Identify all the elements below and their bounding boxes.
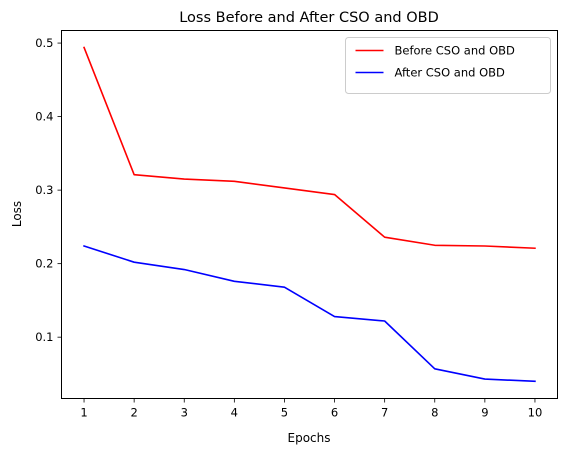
y-tick-label: 0.4 [35,110,53,124]
x-tick-label: 6 [331,406,338,420]
x-tick-label: 8 [431,406,438,420]
legend-label: Before CSO and OBD [395,44,516,58]
y-axis: 0.1 0.2 0.3 0.4 0.5 [35,36,62,344]
x-tick-label: 4 [231,406,238,420]
x-tick-label: 3 [181,406,188,420]
series-line-before [83,46,536,250]
y-tick-label: 0.2 [35,257,53,271]
y-tick-label: 0.5 [35,36,53,50]
chart-title: Loss Before and After CSO and OBD [179,10,439,26]
x-tick-label: 1 [80,406,87,420]
x-tick-label: 7 [381,406,388,420]
y-axis-label: Loss [10,201,24,227]
y-tick-label: 0.3 [35,183,53,197]
x-tick-label: 9 [481,406,488,420]
x-axis-label: Epochs [288,431,331,445]
x-tick-label: 5 [281,406,288,420]
series-line-after [83,245,536,383]
x-axis: 1 2 3 4 5 6 7 8 9 10 [80,398,543,420]
legend-frame [345,37,551,94]
plot-frame [61,30,558,399]
x-tick-label: 2 [130,406,137,420]
legend-label: After CSO and OBD [395,66,506,80]
plot-area [83,46,536,383]
x-tick-label: 10 [528,406,543,420]
y-tick-label: 0.1 [35,330,53,344]
legend: Before CSO and OBD After CSO and OBD [345,37,551,94]
